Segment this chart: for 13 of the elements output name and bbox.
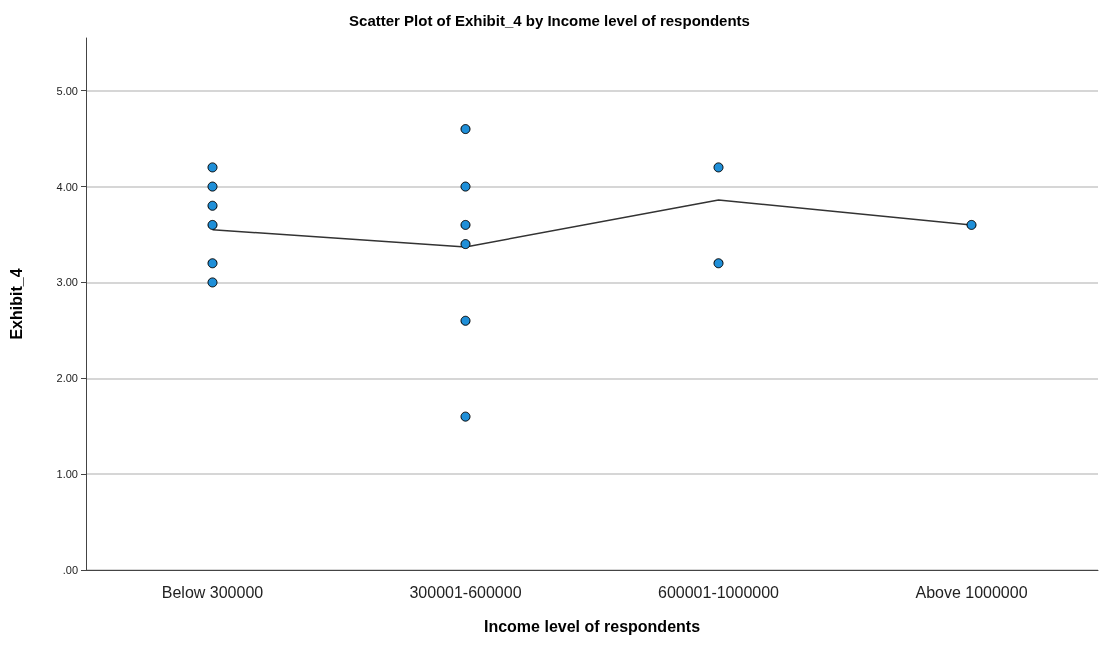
x-tick-label: 300001-600000 [409, 583, 522, 601]
x-axis-title: Income level of respondents [483, 617, 701, 635]
x-tick-label: Below 300000 [161, 583, 264, 601]
y-tick-label: .00 [62, 564, 78, 576]
y-axis-title: Exhibit_4 [7, 268, 25, 340]
y-tick-label: 3.00 [56, 276, 78, 289]
y-tick-label: 5.00 [56, 84, 78, 97]
x-tick-label: Above 1000000 [915, 583, 1028, 601]
y-tick-label: 4.00 [56, 180, 78, 193]
x-tick-label: 600001-1000000 [657, 583, 780, 601]
y-tick-label: 1.00 [56, 468, 78, 481]
chart-title: Scatter Plot of Exhibit_4 by Income level of respondents [349, 12, 750, 29]
y-tick-label: 2.00 [56, 372, 78, 385]
